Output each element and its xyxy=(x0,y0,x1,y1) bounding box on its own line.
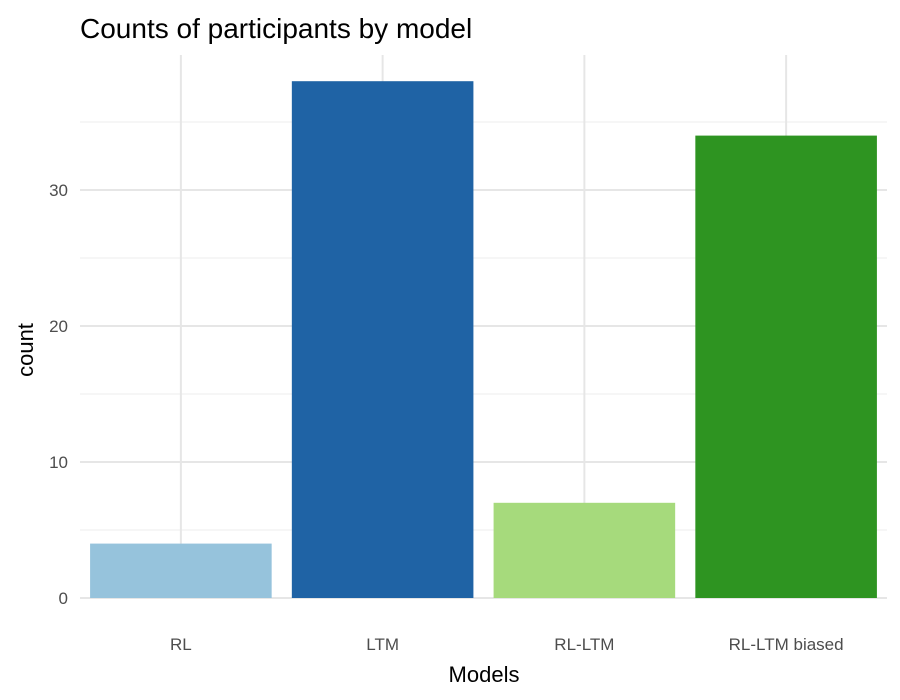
chart-title: Counts of participants by model xyxy=(80,13,472,44)
x-tick-label: RL xyxy=(170,635,192,654)
x-axis-ticks: RL LTM RL-LTM RL-LTM biased xyxy=(170,635,844,654)
y-axis-title: count xyxy=(13,323,38,377)
bar-rl-ltm xyxy=(493,502,676,598)
x-axis-title: Models xyxy=(449,662,520,687)
x-tick-label: RL-LTM biased xyxy=(729,635,844,654)
bar-rl xyxy=(90,543,272,598)
y-tick-label: 10 xyxy=(49,453,68,472)
x-tick-label: LTM xyxy=(366,635,399,654)
bar-ltm xyxy=(291,81,474,598)
y-tick-label: 20 xyxy=(49,317,68,336)
x-tick-label: RL-LTM xyxy=(554,635,614,654)
bars xyxy=(90,81,877,598)
y-tick-label: 30 xyxy=(49,181,68,200)
y-tick-label: 0 xyxy=(59,589,68,608)
y-axis-ticks: 0 10 20 30 xyxy=(49,181,68,608)
bar-rl-ltm-biased xyxy=(695,135,877,598)
